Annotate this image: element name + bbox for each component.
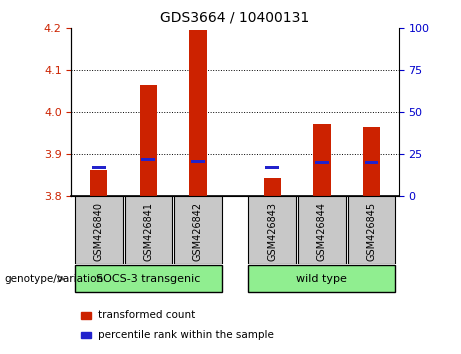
Title: GDS3664 / 10400131: GDS3664 / 10400131 bbox=[160, 10, 310, 24]
Text: GSM426842: GSM426842 bbox=[193, 202, 203, 261]
Bar bbox=[313, 124, 331, 196]
Bar bbox=[363, 127, 380, 196]
Bar bbox=[90, 170, 107, 196]
Bar bbox=[75, 196, 123, 264]
Bar bbox=[315, 161, 329, 164]
Bar bbox=[191, 160, 205, 162]
Bar bbox=[266, 166, 279, 169]
Text: genotype/variation: genotype/variation bbox=[5, 274, 104, 284]
Text: GSM426843: GSM426843 bbox=[267, 202, 278, 261]
Bar bbox=[142, 158, 155, 161]
Bar bbox=[298, 196, 346, 264]
Bar bbox=[174, 196, 222, 264]
Bar bbox=[124, 196, 172, 264]
Bar bbox=[75, 265, 222, 292]
Bar bbox=[248, 196, 296, 264]
Text: percentile rank within the sample: percentile rank within the sample bbox=[98, 330, 274, 340]
Text: transformed count: transformed count bbox=[98, 310, 195, 320]
Bar bbox=[365, 161, 378, 164]
Bar bbox=[189, 30, 207, 196]
Text: GSM426845: GSM426845 bbox=[366, 202, 377, 261]
Bar bbox=[248, 265, 395, 292]
Bar bbox=[264, 178, 281, 196]
Text: GSM426844: GSM426844 bbox=[317, 202, 327, 261]
Bar bbox=[92, 166, 106, 169]
Text: wild type: wild type bbox=[296, 274, 347, 284]
Text: SOCS-3 transgenic: SOCS-3 transgenic bbox=[96, 274, 201, 284]
Bar bbox=[140, 85, 157, 196]
Bar bbox=[348, 196, 395, 264]
Text: GSM426840: GSM426840 bbox=[94, 202, 104, 261]
Text: GSM426841: GSM426841 bbox=[143, 202, 154, 261]
